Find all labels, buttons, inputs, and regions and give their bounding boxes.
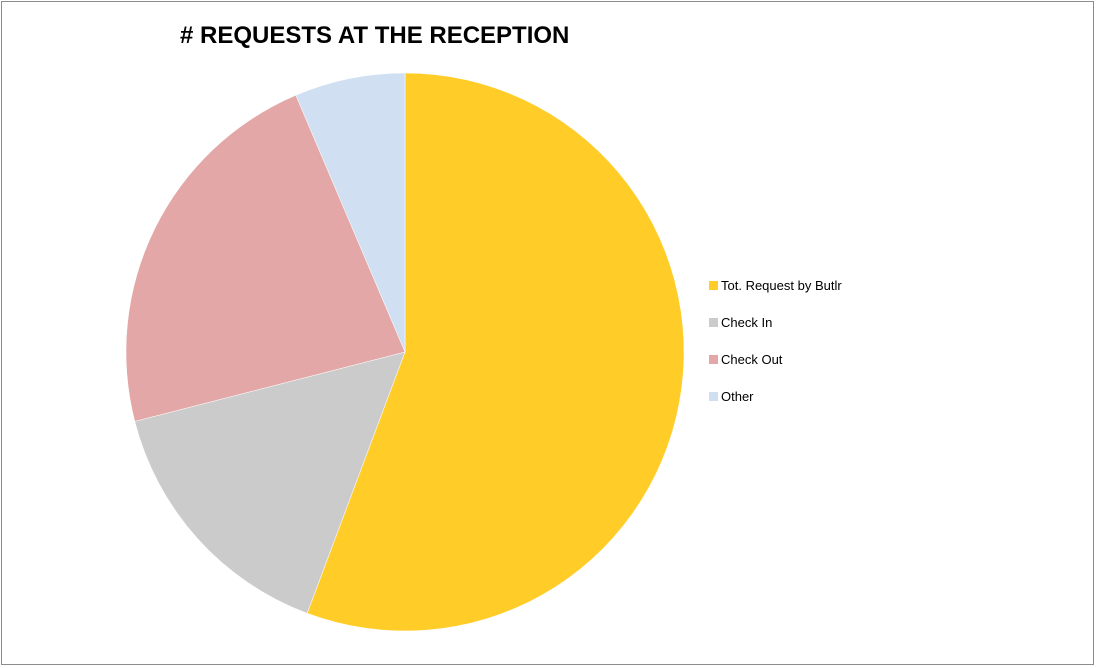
legend-item: Check In: [709, 313, 842, 332]
pie-slices: [125, 72, 685, 632]
pie-slice-check-out: [125, 94, 406, 422]
pie-slice-tot-request-by-butlr: [306, 72, 685, 632]
legend-label: Other: [721, 389, 754, 404]
legend-label: Check Out: [721, 352, 783, 367]
chart-title: # REQUESTS AT THE RECEPTION: [180, 22, 570, 49]
legend-swatch: [709, 281, 718, 290]
legend-item: Tot. Request by Butlr: [709, 276, 842, 295]
legend-swatch: [709, 318, 718, 327]
pie-slice-other: [295, 72, 406, 353]
legend-swatch: [709, 355, 718, 364]
legend-item: Other: [709, 387, 842, 406]
pie-slice-check-in: [134, 351, 406, 614]
legend-item: Check Out: [709, 350, 842, 369]
legend: Tot. Request by Butlr Check In Check Out Ot…: [709, 276, 842, 424]
legend-label: Tot. Request by Butlr: [721, 278, 842, 293]
legend-label: Check In: [721, 315, 773, 330]
legend-swatch: [709, 392, 718, 401]
